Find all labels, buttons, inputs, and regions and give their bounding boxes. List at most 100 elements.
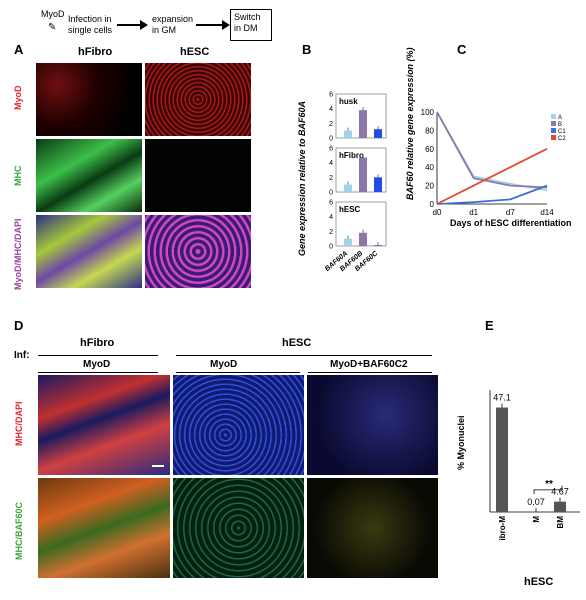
micrograph-d-hfibro-bottom — [38, 478, 170, 578]
panel-c-xtick-label: d1 — [469, 208, 478, 217]
micrograph-d-hesc-baf-bottom — [307, 478, 438, 578]
panel-c-letter: C — [457, 42, 467, 57]
panel-d-sub2: MyoD — [210, 359, 238, 370]
panel-c-ytick-label: 20 — [425, 182, 434, 191]
panel-c-legend-label: A — [558, 115, 562, 121]
panel-e-sig-label: ** — [545, 479, 553, 490]
panel-d-line-hesc — [176, 355, 432, 356]
arrow-icon — [117, 24, 143, 26]
panel-e-bar — [496, 407, 508, 512]
panel-d-row-bottom: MHC/BAF60C — [14, 502, 24, 560]
panel-b-letter: B — [302, 42, 312, 57]
panel-e-value-label: 0.07 — [527, 497, 545, 507]
panel-c-legend-label: C1 — [558, 129, 566, 135]
panel-d-letter: D — [14, 318, 24, 333]
panel-b-subplot-title: hFibro — [339, 151, 364, 160]
micrograph-d-hesc-myod-top — [173, 375, 304, 475]
micrograph-a-hesc-myod — [145, 63, 251, 136]
micrograph-a-hfibro-mhc — [36, 139, 142, 212]
panel-e-value-label: 47.1 — [493, 393, 511, 403]
panel-b-ytick-label: 2 — [329, 229, 333, 236]
panel-b-ylabel: Gene expression relative to BAF60A — [297, 100, 307, 256]
panel-d-line-sub1 — [38, 372, 158, 373]
panel-c-legend-swatch — [551, 121, 556, 126]
panel-b-bar — [344, 184, 352, 192]
panel-c-xtick-label: d7 — [506, 208, 515, 217]
panel-c-ytick-label: 80 — [425, 126, 434, 135]
panel-c-ylabel: BAF60 relative gene expression (%) — [405, 47, 415, 200]
panel-d-line-sub2 — [176, 372, 300, 373]
panel-b-ytick-label: 6 — [329, 200, 333, 207]
panel-c-ytick-label: 40 — [425, 163, 434, 172]
panel-e-ylabel: % Myonuclei — [456, 415, 466, 470]
panel-b-ytick-label: 0 — [329, 136, 333, 143]
panel-c-legend-swatch — [551, 135, 556, 140]
panel-e-value-label: 4.67 — [551, 487, 569, 497]
panel-a-letter: A — [14, 42, 24, 57]
panel-a-col-hfibro: hFibro — [78, 46, 113, 58]
panel-b-bar — [344, 238, 352, 246]
micrograph-a-hfibro-myod — [36, 63, 142, 136]
panel-a-row-merge: MyoD/MHC/DAPI — [13, 219, 23, 291]
micrograph-a-hesc-merge — [145, 215, 251, 288]
arrow-icon — [196, 24, 224, 26]
schema-step1: Infection in single cells — [68, 14, 113, 35]
panel-c-series-line — [436, 147, 548, 205]
panel-d-row-bottom-text: MHC/BAF60C — [14, 501, 24, 560]
panel-d-row-top-text: MHC/DAPI — [14, 401, 24, 447]
panel-a-row-mhc: MHC — [13, 165, 23, 187]
panel-c-legend-swatch — [551, 114, 556, 119]
panel-d-group-hfibro: hFibro — [80, 337, 115, 349]
panel-c-xtick-label: d14 — [540, 208, 554, 217]
panel-b-bar — [374, 129, 382, 138]
arrow-head-icon — [140, 20, 148, 30]
micrograph-d-hesc-baf-top — [307, 375, 438, 475]
panel-a-row-merge-text: MyoD/MHC/DAPI — [13, 218, 23, 291]
micrograph-a-hfibro-merge — [36, 215, 142, 288]
panel-e-bar — [554, 501, 566, 512]
panel-b-subplot-title: husk — [339, 97, 358, 106]
panel-b-ytick-label: 0 — [329, 244, 333, 251]
panel-b-bar — [374, 177, 382, 192]
panel-b-bar — [359, 232, 367, 246]
panel-c-series-line — [436, 111, 548, 189]
panel-c-legend-label: B — [558, 122, 562, 128]
panel-d-sub3: MyoD+BAF60C2 — [330, 359, 408, 370]
panel-d-line-hfibro — [38, 355, 158, 356]
panel-a-col-hesc: hESC — [180, 46, 210, 58]
panel-c-ytick-label: 100 — [421, 108, 435, 117]
panel-b-ytick-label: 4 — [329, 106, 333, 113]
panel-d-inf: Inf: — [14, 350, 30, 361]
scale-bar — [152, 465, 164, 467]
panel-d-row-top: MHC/DAPI — [14, 402, 24, 447]
panel-e-category-label: M — [532, 516, 541, 523]
panel-b-ytick-label: 2 — [329, 175, 333, 182]
panel-b-bar — [374, 245, 382, 246]
panel-b-ytick-label: 4 — [329, 214, 333, 221]
panel-c-legend-swatch — [551, 128, 556, 133]
panel-b-subplot-title: hESC — [339, 205, 361, 214]
panel-c-series-line — [436, 111, 548, 192]
panel-b-bar — [359, 110, 367, 138]
panel-c-ytick-label: 0 — [430, 200, 435, 209]
panel-e-sig-bracket — [533, 485, 563, 494]
panel-b-bar — [359, 157, 367, 192]
schema-step1-top: MyoD — [41, 9, 65, 19]
panel-e-category-label: BM — [556, 516, 565, 529]
panel-e-letter: E — [485, 318, 494, 333]
panel-b-ytick-label: 2 — [329, 121, 333, 128]
micrograph-a-hesc-mhc — [145, 139, 251, 212]
panel-c-ytick-label: 60 — [425, 145, 434, 154]
syringe-icon: ✎ — [48, 22, 57, 33]
panel-b-ytick-label: 6 — [329, 146, 333, 153]
arrow-head-icon — [222, 20, 230, 30]
panel-e-category-label: hFibro-M — [498, 516, 507, 540]
panel-b-bar — [344, 130, 352, 138]
micrograph-d-hfibro-top — [38, 375, 170, 475]
panel-e-group: hESC — [524, 576, 554, 588]
panel-c-xlabel: Days of hESC differentiation — [450, 218, 572, 228]
panel-b-ytick-label: 0 — [329, 190, 333, 197]
panel-c-series-line — [436, 184, 548, 205]
micrograph-d-hesc-myod-bottom — [173, 478, 304, 578]
